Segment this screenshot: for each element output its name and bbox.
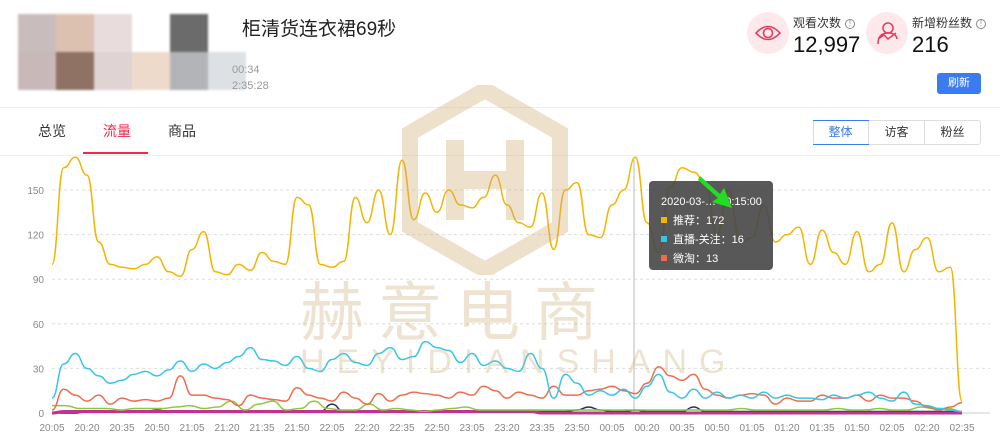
- green-arrow-annotation: [698, 176, 732, 208]
- metric-new-fans: 新增粉丝数! 216: [912, 14, 987, 58]
- x-tick-label: 22:20: [354, 423, 379, 434]
- x-tick-label: 01:05: [739, 423, 764, 434]
- x-tick-label: 22:50: [424, 423, 449, 434]
- x-tick-label: 21:05: [179, 423, 204, 434]
- active-tab-indicator: [83, 152, 148, 154]
- x-tick-label: 21:50: [284, 423, 309, 434]
- tab-products[interactable]: 商品: [168, 123, 196, 139]
- info-icon[interactable]: !: [976, 19, 987, 29]
- series-line-直播-关注: [51, 340, 963, 413]
- x-tick-label: 23:35: [529, 423, 554, 434]
- series-line: [51, 400, 963, 413]
- segment-fans[interactable]: 粉丝: [924, 121, 980, 144]
- y-tick-label: 120: [27, 231, 44, 242]
- x-tick-label: 00:20: [634, 423, 659, 434]
- eye-icon: [747, 12, 789, 54]
- x-tick-label: 21:35: [249, 423, 274, 434]
- divider: [0, 107, 1000, 108]
- watermark-text: 赫意电商: [300, 277, 612, 349]
- y-tick-label: 0: [38, 409, 44, 420]
- info-icon[interactable]: !: [845, 19, 856, 29]
- divider: [0, 155, 1000, 156]
- x-tick-label: 23:50: [564, 423, 589, 434]
- x-tick-label: 01:20: [774, 423, 799, 434]
- live-title: 柜清货连衣裙69秒: [242, 19, 397, 40]
- x-tick-label: 01:35: [809, 423, 834, 434]
- x-tick-label: 02:20: [914, 423, 939, 434]
- x-tick-label: 22:05: [319, 423, 344, 434]
- y-tick-label: 30: [33, 364, 45, 375]
- live-thumbnail: [18, 14, 258, 90]
- series-line-推荐: [51, 156, 963, 402]
- x-tick-label: 22:35: [389, 423, 414, 434]
- x-tick-label: 00:50: [704, 423, 729, 434]
- metric-views: 观看次数! 12,997: [793, 16, 861, 57]
- chart-tooltip: 2020-03-… 00:15:00 推荐：172 直播-关注：16 微淘：13: [649, 181, 773, 270]
- y-tick-label: 60: [33, 320, 45, 331]
- x-tick-label: 00:05: [599, 423, 624, 434]
- watermark-text-en: HEYIDIANSHANG: [300, 343, 738, 381]
- x-tick-label: 20:20: [74, 423, 99, 434]
- segment-visitors[interactable]: 访客: [868, 121, 924, 144]
- tab-traffic[interactable]: 流量: [103, 123, 131, 139]
- end-time: 2:35:28: [232, 80, 269, 92]
- x-tick-label: 23:20: [494, 423, 519, 434]
- user-growth-icon: [866, 12, 908, 54]
- tooltip-row: 微淘：13: [661, 250, 773, 269]
- x-tick-label: 20:05: [39, 423, 64, 434]
- tab-overview[interactable]: 总览: [38, 123, 66, 139]
- tooltip-row: 直播-关注：16: [661, 231, 773, 250]
- x-tick-label: 01:50: [844, 423, 869, 434]
- x-tick-label: 20:35: [109, 423, 134, 434]
- watermark-logo: [400, 80, 570, 280]
- refresh-button[interactable]: 刷新: [937, 73, 981, 94]
- x-tick-label: 02:05: [879, 423, 904, 434]
- series-line: [51, 410, 962, 415]
- y-tick-label: 90: [33, 275, 45, 286]
- tooltip-title: 2020-03-… 00:15:00: [661, 196, 762, 208]
- audience-segment-control: 整体 访客 粉丝: [813, 120, 981, 145]
- start-time: 00:34: [232, 64, 260, 76]
- y-tick-label: 150: [27, 186, 44, 197]
- x-tick-label: 23:05: [459, 423, 484, 434]
- x-tick-label: 02:35: [949, 423, 974, 434]
- x-tick-label: 20:50: [144, 423, 169, 434]
- tooltip-row: 推荐：172: [661, 212, 773, 231]
- series-line-微淘: [51, 366, 963, 411]
- x-tick-label: 21:20: [214, 423, 239, 434]
- x-tick-label: 00:35: [669, 423, 694, 434]
